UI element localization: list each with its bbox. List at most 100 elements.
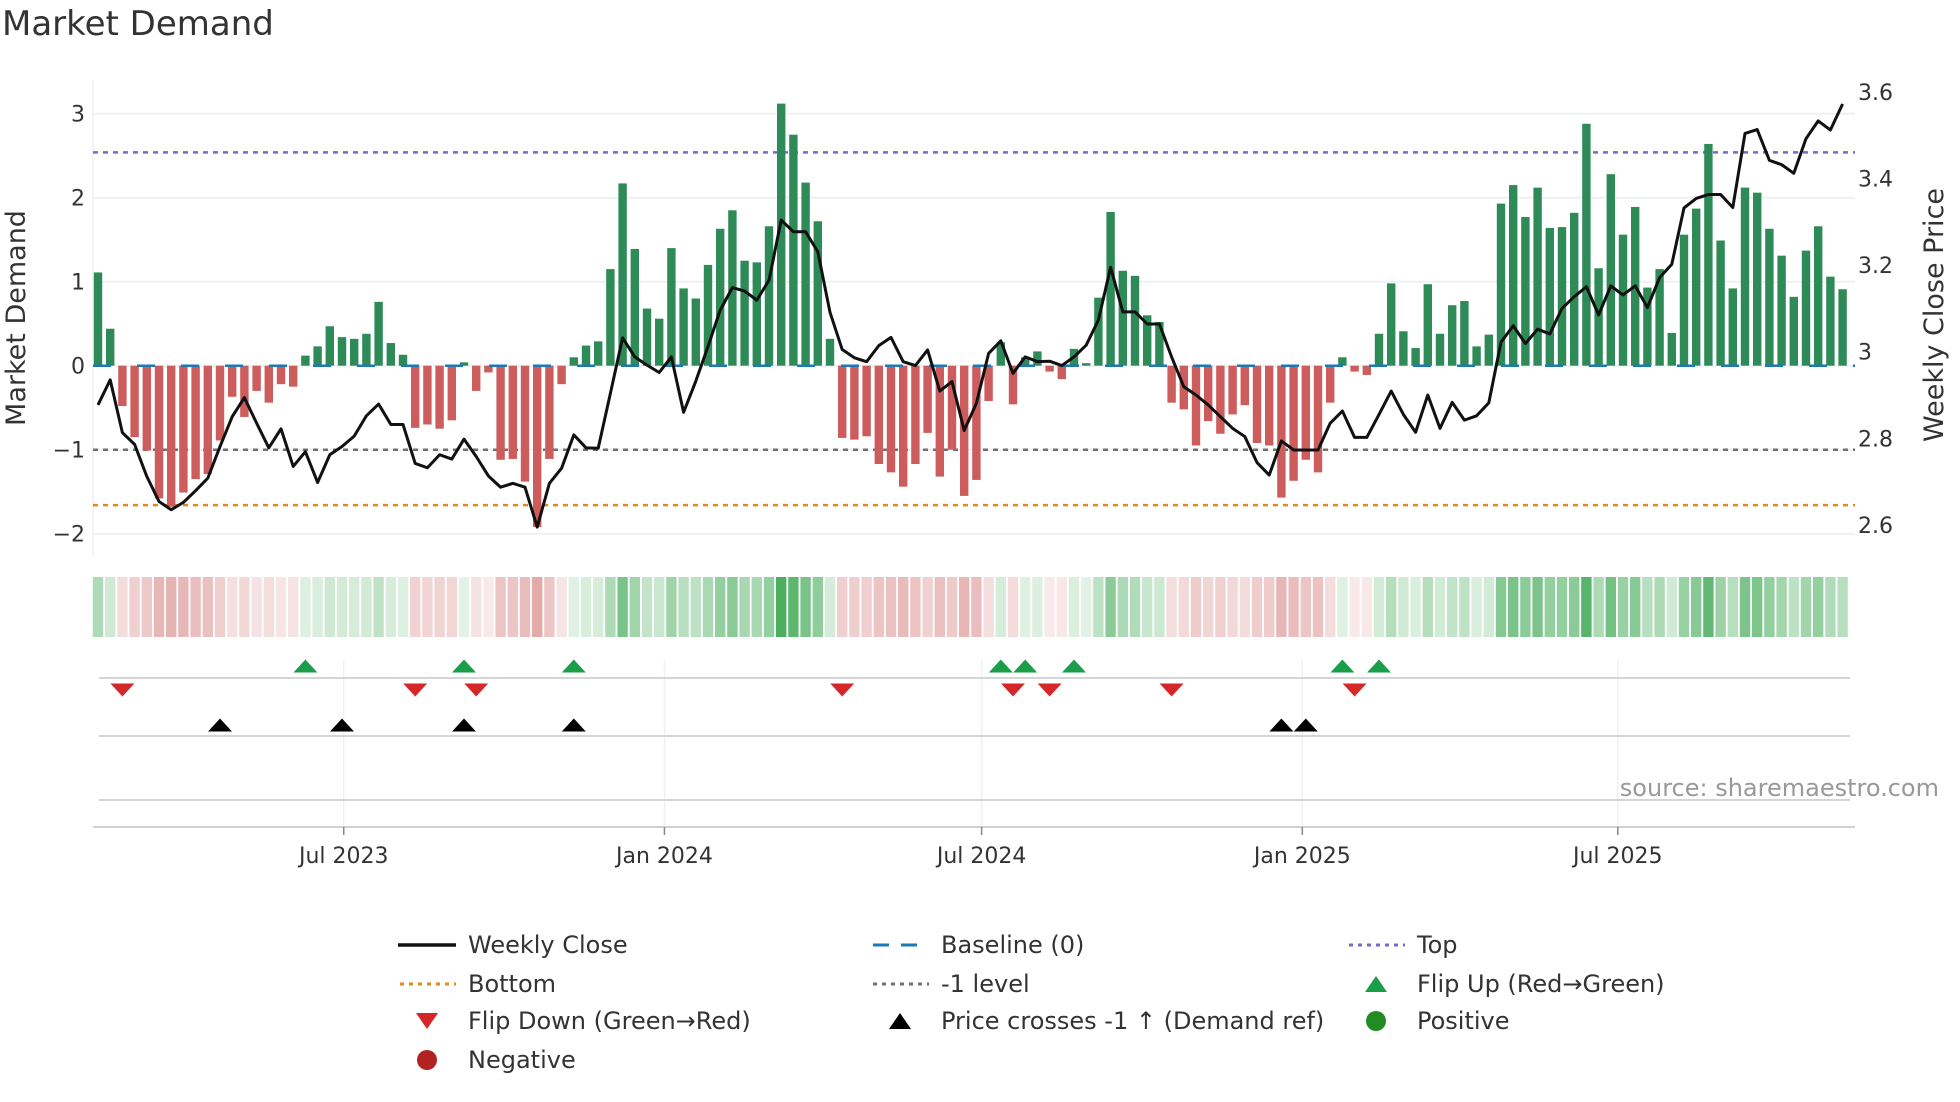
- demand-bar: [167, 365, 176, 507]
- demand-bar: [179, 365, 188, 493]
- heat-cell: [959, 577, 970, 637]
- demand-bar: [1387, 283, 1396, 366]
- heat-cell: [1105, 577, 1116, 637]
- legend-tri-up-icon: [1345, 972, 1407, 996]
- flip-up-marker: [1367, 659, 1391, 673]
- demand-bar: [350, 338, 359, 366]
- demand-bar: [1057, 365, 1066, 380]
- heat-cell: [1569, 577, 1580, 637]
- demand-bar: [1753, 192, 1762, 366]
- legend-item: Negative: [396, 1046, 576, 1074]
- flip-down-marker: [1037, 683, 1062, 697]
- price-cross-marker: [1293, 718, 1318, 732]
- demand-bar: [337, 337, 347, 366]
- heat-cell: [739, 577, 750, 637]
- demand-bar: [1094, 297, 1103, 366]
- demand-bar: [1191, 365, 1201, 446]
- demand-bar: [630, 248, 639, 366]
- heat-cell: [446, 577, 457, 637]
- heat-cell: [1544, 577, 1555, 637]
- heat-cell: [1215, 577, 1226, 637]
- heat-cell: [1837, 577, 1848, 637]
- x-tick-label: Jul 2025: [1571, 844, 1663, 869]
- heat-cell: [1495, 577, 1507, 637]
- demand-bar: [240, 365, 249, 417]
- demand-bar: [1362, 365, 1371, 375]
- heat-cell: [1508, 577, 1519, 637]
- demand-bar: [862, 365, 871, 437]
- price-cross-marker: [1269, 718, 1294, 732]
- demand-bar: [764, 226, 774, 366]
- heat-cell: [1520, 577, 1531, 637]
- demand-bar: [1338, 357, 1347, 366]
- demand-bar: [1533, 187, 1542, 366]
- flip-down-marker: [403, 683, 428, 697]
- demand-bar: [935, 365, 944, 477]
- heat-cell: [751, 577, 762, 637]
- heat-cell: [1422, 577, 1433, 637]
- y2-tick-label: 2.6: [1858, 514, 1893, 539]
- legend-item: Price crosses -1 ↑ (Demand ref): [869, 1007, 1324, 1035]
- demand-bar: [1265, 365, 1274, 446]
- demand-bar: [1326, 365, 1335, 403]
- flip-up-marker: [1013, 659, 1038, 673]
- demand-bar: [1570, 212, 1579, 366]
- demand-bar: [203, 365, 212, 475]
- heat-cell: [1691, 577, 1702, 637]
- demand-bar: [886, 365, 896, 473]
- y2-tick-label: 3: [1858, 341, 1872, 366]
- price-cross-marker: [561, 718, 586, 732]
- flip-down-marker: [1159, 683, 1184, 697]
- demand-bar: [752, 262, 761, 366]
- heat-cell: [812, 577, 823, 637]
- y2-tick-label: 2.8: [1858, 427, 1893, 452]
- demand-bar: [899, 365, 908, 487]
- demand-bar: [1301, 365, 1310, 460]
- y-tick-label: 0: [71, 355, 85, 380]
- legend-dot-icon: [1345, 933, 1407, 957]
- flip-down-marker: [1001, 683, 1025, 697]
- demand-bar: [447, 365, 456, 421]
- demand-bar: [1716, 240, 1725, 366]
- legend-label: Flip Up (Red→Green): [1417, 970, 1665, 998]
- demand-bar: [1557, 227, 1567, 366]
- demand-bar: [1130, 275, 1140, 366]
- demand-bar: [1167, 365, 1176, 403]
- demand-bar: [1826, 276, 1835, 366]
- heat-cell: [1166, 577, 1177, 637]
- heat-cell: [349, 577, 360, 637]
- heat-cell: [898, 577, 909, 637]
- heat-cell: [361, 577, 372, 637]
- legend-item: Top: [1345, 931, 1458, 959]
- legend-label: Baseline (0): [941, 931, 1085, 959]
- heat-cell: [324, 577, 335, 637]
- demand-bar: [947, 365, 957, 450]
- legend-label: Positive: [1417, 1007, 1510, 1035]
- legend-tri-down-icon: [396, 1009, 458, 1033]
- x-tick-label: Jan 2024: [614, 844, 713, 869]
- heat-cell: [1471, 577, 1482, 637]
- demand-bar: [252, 365, 261, 391]
- heat-cell: [129, 577, 140, 637]
- demand-bar: [691, 298, 700, 366]
- demand-bar: [679, 288, 688, 366]
- heat-cell: [1605, 577, 1616, 637]
- heat-cell: [385, 577, 396, 637]
- heat-cell: [495, 577, 506, 637]
- heat-cell: [1239, 577, 1250, 637]
- heat-cell: [910, 577, 921, 637]
- demand-bar: [1643, 287, 1652, 366]
- legend-item: Weekly Close: [396, 931, 628, 959]
- heat-cell: [1459, 577, 1470, 637]
- heat-cell: [1617, 577, 1629, 637]
- y2-tick-label: 3.6: [1858, 81, 1893, 106]
- heat-cell: [1251, 577, 1263, 637]
- heat-cell: [1727, 577, 1738, 637]
- heat-cell: [946, 577, 958, 637]
- heat-cell: [873, 577, 884, 637]
- demand-bar: [1313, 365, 1323, 473]
- demand-bar: [533, 365, 542, 527]
- heat-cell: [776, 577, 787, 637]
- heat-cell: [1068, 577, 1080, 637]
- legend-dash-icon: [869, 933, 931, 957]
